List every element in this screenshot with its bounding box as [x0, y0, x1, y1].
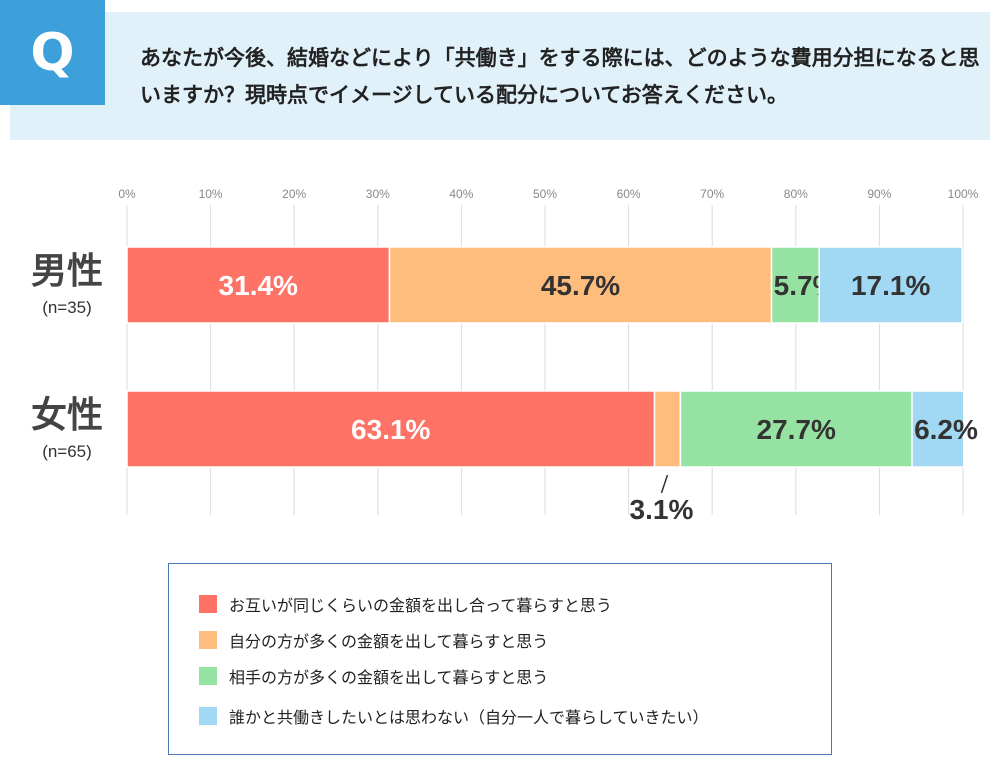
bar-segment [126, 246, 391, 324]
tick-label: 20% [282, 187, 306, 201]
bar-segment [653, 390, 682, 468]
bar-segment [388, 246, 773, 324]
legend-item: 自分の方が多くの金額を出して暮らすと思う [199, 628, 548, 652]
tick-label: 70% [700, 187, 724, 201]
legend-label: お互いが同じくらいの金額を出し合って暮らすと思う [229, 596, 612, 615]
bar-segment [818, 246, 963, 324]
legend-label: 誰かと共働きしたいとは思わない（自分一人で暮らしていきたい） [229, 708, 709, 727]
tick-label: 60% [617, 187, 641, 201]
data-label: 63.1% [351, 414, 430, 445]
tick-label: 80% [784, 187, 808, 201]
bar-segment [679, 390, 913, 468]
legend-swatch [199, 595, 217, 613]
tick-label: 30% [366, 187, 390, 201]
tick-label: 0% [118, 187, 136, 201]
bar-segment [126, 390, 656, 468]
category-sample-size: (n=65) [42, 442, 92, 461]
data-label: 6.2% [914, 414, 978, 445]
legend-label: 相手の方が多くの金額を出して暮らすと思う [229, 668, 549, 687]
data-label: 27.7% [757, 414, 836, 445]
data-label: 17.1% [851, 270, 930, 301]
tick-label: 100% [948, 187, 979, 201]
category-sample-size: (n=35) [42, 298, 92, 317]
bar-segment [770, 246, 820, 324]
tick-label: 90% [867, 187, 891, 201]
leader-line [660, 474, 669, 494]
data-label: 45.7% [541, 270, 620, 301]
legend-label: 自分の方が多くの金額を出して暮らすと思う [229, 632, 549, 651]
legend-item: 相手の方が多くの金額を出して暮らすと思う [199, 664, 548, 688]
category-label: 男性 [31, 251, 103, 292]
bar-segment [911, 390, 965, 468]
question-text: あなたが今後、結婚などにより「共働き」をする際には、どのような費用分担になると思… [140, 46, 980, 107]
data-label: 31.4% [219, 270, 298, 301]
question-banner [10, 12, 990, 140]
legend: お互いが同じくらいの金額を出し合って暮らすと思う 自分の方が多くの金額を出して暮… [168, 563, 832, 755]
tick-label: 10% [199, 187, 223, 201]
tick-label: 50% [533, 187, 557, 201]
category-label: 女性 [31, 395, 103, 436]
data-label: 3.1% [630, 494, 694, 525]
legend-item: 誰かと共働きしたいとは思わない（自分一人で暮らしていきたい） [199, 704, 709, 728]
stacked-bar-chart: 0% 10% 20% 30% 40% 50% 60% 70% 80% 90% 100% 男性 (n=35… [31, 187, 979, 525]
legend-swatch [199, 707, 217, 725]
q-badge: Q [0, 0, 105, 105]
legend-swatch [199, 631, 217, 649]
legend-item: お互いが同じくらいの金額を出し合って暮らすと思う [199, 592, 612, 616]
legend-swatch [199, 667, 217, 685]
tick-label: 40% [449, 187, 473, 201]
